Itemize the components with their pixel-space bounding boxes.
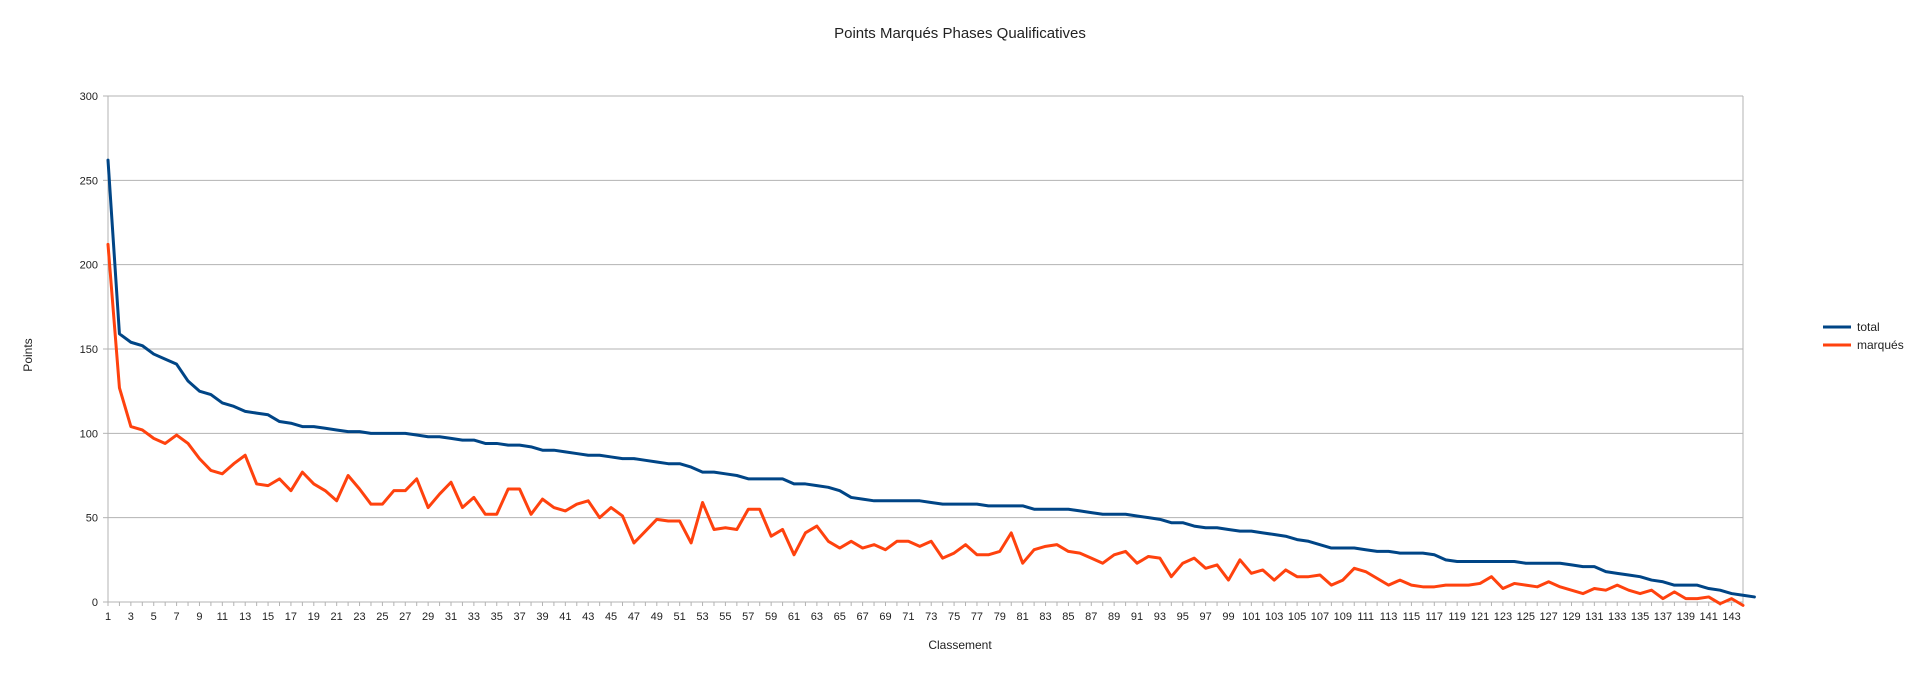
series-line-0 — [106, 158, 1756, 599]
series-lines — [106, 158, 1756, 607]
x-tick-label: 35 — [491, 611, 503, 623]
x-tick-label: 139 — [1677, 611, 1695, 623]
x-tick-label: 103 — [1265, 611, 1283, 623]
x-tick-label: 55 — [719, 611, 731, 623]
x-tick-label: 123 — [1494, 611, 1512, 623]
y-tick-label: 200 — [80, 260, 98, 272]
y-tick-label: 50 — [86, 513, 98, 525]
x-tick-label: 57 — [742, 611, 754, 623]
legend: total marqués — [1823, 320, 1904, 352]
y-tick-label: 0 — [92, 597, 98, 609]
legend-label-0: total — [1857, 320, 1880, 334]
x-tick-label: 17 — [285, 611, 297, 623]
x-axis-ticks: 1 3 5 7 9 11 13 15 17 19 21 23 25 27 29 31 33 35 37 39 41 43 4… — [105, 602, 1744, 623]
x-tick-label: 75 — [948, 611, 960, 623]
x-tick-label: 1 — [105, 611, 111, 623]
x-tick-label: 93 — [1154, 611, 1166, 623]
y-axis-ticks: 0 50 100 150 200 250 300 — [80, 91, 108, 609]
x-tick-label: 53 — [696, 611, 708, 623]
x-tick-label: 87 — [1085, 611, 1097, 623]
x-tick-label: 115 — [1403, 611, 1421, 623]
x-tick-label: 79 — [994, 611, 1006, 623]
x-tick-label: 71 — [902, 611, 914, 623]
x-tick-label: 39 — [536, 611, 548, 623]
x-tick-label: 13 — [239, 611, 251, 623]
x-tick-label: 31 — [445, 611, 457, 623]
x-tick-label: 131 — [1585, 611, 1603, 623]
x-tick-label: 135 — [1631, 611, 1649, 623]
x-tick-label: 125 — [1517, 611, 1535, 623]
x-tick-label: 23 — [353, 611, 365, 623]
x-tick-label: 29 — [422, 611, 434, 623]
x-tick-label: 129 — [1562, 611, 1580, 623]
x-tick-label: 117 — [1426, 611, 1444, 623]
y-tick-label: 100 — [80, 428, 98, 440]
series-line-1 — [106, 242, 1745, 607]
x-tick-label: 101 — [1242, 611, 1260, 623]
x-tick-label: 141 — [1700, 611, 1718, 623]
x-tick-label: 133 — [1608, 611, 1626, 623]
x-tick-label: 21 — [331, 611, 343, 623]
x-tick-label: 15 — [262, 611, 274, 623]
x-tick-label: 9 — [196, 611, 202, 623]
y-axis-label: Points — [21, 338, 35, 371]
y-tick-label: 250 — [80, 175, 98, 187]
x-tick-label: 83 — [1039, 611, 1051, 623]
x-tick-label: 7 — [174, 611, 180, 623]
x-tick-label: 3 — [128, 611, 134, 623]
x-tick-label: 25 — [376, 611, 388, 623]
x-tick-label: 45 — [605, 611, 617, 623]
x-tick-label: 61 — [788, 611, 800, 623]
y-tick-label: 300 — [80, 91, 98, 103]
x-tick-label: 67 — [856, 611, 868, 623]
y-tick-label: 150 — [80, 344, 98, 356]
x-tick-label: 69 — [879, 611, 891, 623]
x-tick-label: 73 — [925, 611, 937, 623]
x-axis-label: Classement — [928, 638, 992, 652]
x-tick-label: 77 — [971, 611, 983, 623]
x-tick-label: 105 — [1288, 611, 1306, 623]
x-tick-label: 59 — [765, 611, 777, 623]
x-tick-label: 97 — [1199, 611, 1211, 623]
x-tick-label: 11 — [217, 611, 228, 623]
x-tick-label: 109 — [1334, 611, 1352, 623]
x-tick-label: 19 — [308, 611, 320, 623]
x-tick-label: 51 — [674, 611, 686, 623]
x-tick-label: 91 — [1131, 611, 1143, 623]
x-tick-label: 111 — [1357, 611, 1374, 623]
chart-title: Points Marqués Phases Qualificatives — [834, 25, 1086, 42]
x-tick-label: 99 — [1222, 611, 1234, 623]
x-tick-label: 33 — [468, 611, 480, 623]
x-tick-label: 85 — [1062, 611, 1074, 623]
x-tick-label: 63 — [811, 611, 823, 623]
x-tick-label: 41 — [559, 611, 571, 623]
x-tick-label: 127 — [1539, 611, 1557, 623]
x-tick-label: 27 — [399, 611, 411, 623]
x-tick-label: 65 — [834, 611, 846, 623]
x-tick-label: 121 — [1471, 611, 1489, 623]
x-tick-label: 49 — [651, 611, 663, 623]
x-tick-label: 81 — [1017, 611, 1029, 623]
x-tick-label: 107 — [1311, 611, 1329, 623]
x-tick-label: 119 — [1448, 611, 1466, 623]
x-tick-label: 5 — [151, 611, 157, 623]
x-tick-label: 137 — [1654, 611, 1672, 623]
x-tick-label: 47 — [628, 611, 640, 623]
x-tick-label: 89 — [1108, 611, 1120, 623]
x-tick-label: 95 — [1177, 611, 1189, 623]
legend-label-1: marqués — [1857, 338, 1904, 352]
x-tick-label: 43 — [582, 611, 594, 623]
x-tick-label: 143 — [1722, 611, 1740, 623]
x-tick-label: 113 — [1380, 611, 1398, 623]
x-tick-label: 37 — [513, 611, 525, 623]
